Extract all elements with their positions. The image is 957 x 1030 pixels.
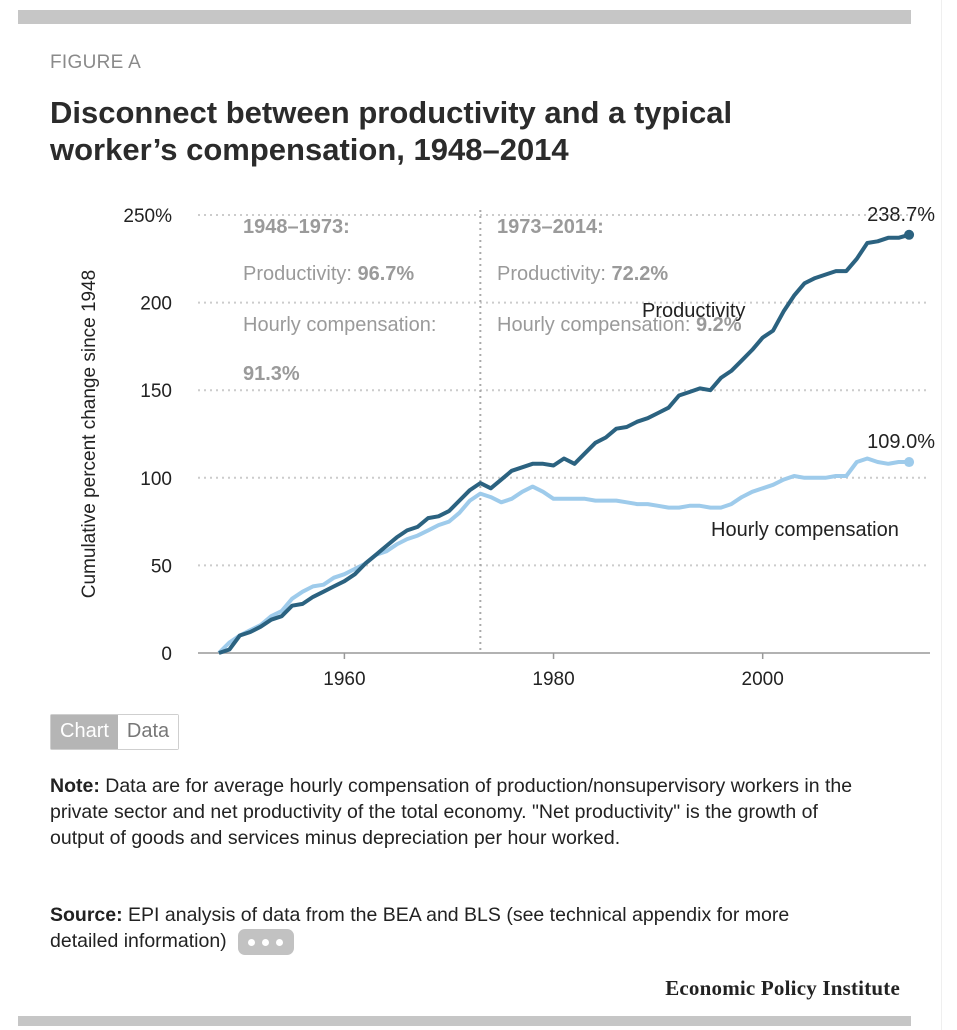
source-label: Source: [50,904,123,926]
ellipsis-icon[interactable] [238,928,295,955]
period-1-productivity: Productivity: 96.7% [243,263,414,285]
tab-chart[interactable]: Chart [51,715,118,749]
series-end-point-productivity [904,229,915,240]
series-line-productivity [218,232,910,655]
period-2-heading: 1973–2014: [497,216,604,238]
series-line-compensation [217,456,910,655]
chart-title: Disconnect between productivity and a ty… [50,95,733,167]
top-bar [18,10,911,24]
period-2-compensation: Hourly compensation: 9.2% [497,314,742,336]
tab-data[interactable]: Data [117,715,179,749]
source-text: EPI analysis of data from the BEA and BL… [50,904,790,952]
y-tick-label: 50 [151,556,172,577]
line-chart: 0 50 100 150 200 250% 1960 1980 2000 Cumulative p… [79,204,935,690]
y-axis-label: Cumulative percent change since 1948 [79,270,100,598]
y-tick-label: 0 [161,644,172,665]
x-tick-label: 1960 [323,669,365,690]
source-block: Source: EPI analysis of data from the BE… [50,902,860,955]
series-end-point-compensation [904,457,915,468]
note-block: Note: Data are for average hourly compen… [50,773,860,851]
figure-label: FIGURE A [50,52,142,73]
x-tick-label: 2000 [742,669,784,690]
period-2-compensation-value: 9.2% [696,314,742,336]
y-tick-label: 250% [123,206,172,227]
y-tick-label: 150 [140,381,172,402]
period-1-productivity-value: 96.7% [357,263,414,285]
bottom-bar [18,1016,911,1026]
period-2-productivity-value: 72.2% [611,263,668,285]
note-text: Data are for average hourly compensation… [50,775,853,849]
brand-logo: Economic Policy Institute [665,976,900,1000]
y-tick-label: 200 [140,294,172,315]
period-1-compensation: Hourly compensation: [243,314,436,336]
end-label-productivity: 238.7% [867,204,935,226]
period-1-heading: 1948–1973: [243,216,350,238]
right-edge-line [941,0,942,1030]
view-tabs: Chart Data [50,714,180,750]
period-2-productivity: Productivity: 72.2% [497,263,668,285]
series-label-compensation: Hourly compensation [711,519,899,541]
y-tick-label: 100 [140,469,172,490]
x-tick-label: 1980 [532,669,574,690]
period-1-compensation-value: 91.3% [243,363,300,385]
series-label-productivity: Productivity [642,300,745,322]
end-label-compensation: 109.0% [867,431,935,453]
note-label: Note: [50,775,100,797]
